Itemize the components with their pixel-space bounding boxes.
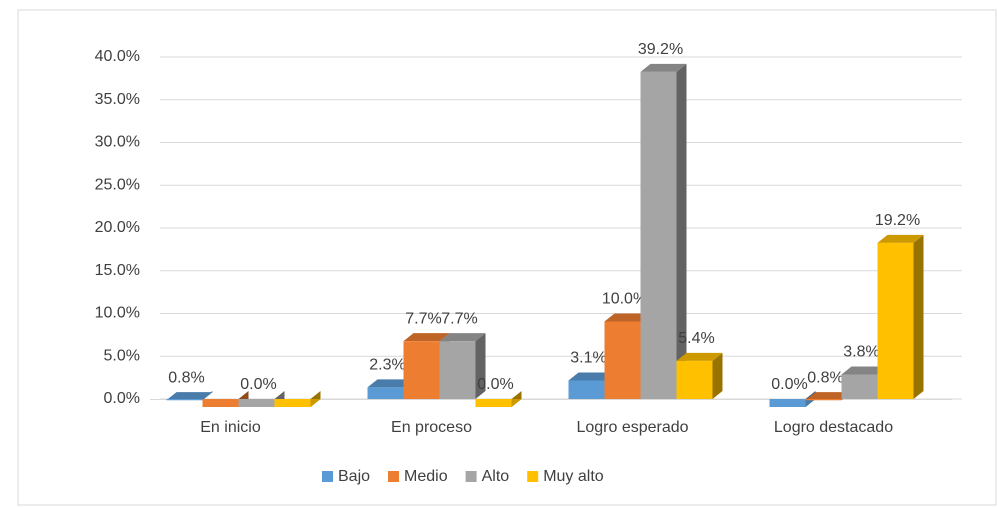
bar <box>604 321 641 399</box>
bar-top <box>367 379 414 388</box>
legend-swatch <box>322 471 333 482</box>
data-label: 10.0% <box>602 291 647 308</box>
bar <box>475 399 512 407</box>
x-tick-label: Logro esperado <box>576 419 688 436</box>
bar <box>238 399 275 407</box>
data-label: 0.8% <box>168 369 204 386</box>
bar-top <box>568 372 615 381</box>
bar <box>367 387 404 399</box>
bar <box>805 399 842 401</box>
y-tick-label: 15.0% <box>95 262 140 279</box>
x-tick-label: En inicio <box>200 419 261 436</box>
y-tick-label: 35.0% <box>95 91 140 108</box>
bar-top <box>604 313 651 322</box>
bar-top <box>676 352 723 361</box>
bar-side <box>676 63 687 400</box>
data-label: 0.0% <box>240 376 276 393</box>
bar-top <box>877 234 924 243</box>
y-tick-label: 10.0% <box>95 305 140 322</box>
data-label: 2.3% <box>369 357 405 374</box>
bar-side <box>712 352 723 399</box>
bar <box>403 341 440 399</box>
y-tick-label: 25.0% <box>95 176 140 193</box>
data-label: 0.0% <box>771 376 807 393</box>
bar <box>568 380 605 399</box>
bar-top <box>841 366 888 375</box>
legend-swatch <box>527 471 539 482</box>
bar-top <box>166 392 213 401</box>
x-tick-label: En proceso <box>391 419 472 436</box>
bar-side <box>913 234 924 399</box>
data-label: 3.1% <box>570 350 606 367</box>
legend-swatch <box>465 471 477 482</box>
legend-label: Medio <box>404 468 448 485</box>
bar-top <box>403 333 450 342</box>
bar <box>676 360 713 399</box>
y-tick-label: 40.0% <box>95 48 140 65</box>
legend-label: Muy alto <box>543 468 604 485</box>
data-label: 5.4% <box>678 330 714 347</box>
legend-label: Bajo <box>338 468 370 485</box>
data-label: 7.7% <box>405 310 441 327</box>
bar <box>877 242 914 399</box>
legend-swatch <box>388 471 400 482</box>
bar-top <box>805 392 852 401</box>
data-label: 0.0% <box>477 376 513 393</box>
bar <box>439 341 476 399</box>
bar <box>640 71 677 399</box>
bar <box>274 399 311 407</box>
bar-side <box>475 333 486 399</box>
x-tick-label: Logro destacado <box>774 419 893 436</box>
bar-top <box>640 63 687 72</box>
y-tick-label: 30.0% <box>95 134 140 151</box>
data-label: 3.8% <box>843 344 879 361</box>
chart-frame <box>17 9 997 506</box>
legend-label: Alto <box>482 468 510 485</box>
bar <box>202 399 239 407</box>
data-label: 7.7% <box>441 310 477 327</box>
bar <box>841 374 878 399</box>
bar <box>769 399 806 407</box>
y-tick-label: 5.0% <box>104 347 140 364</box>
data-label: 0.8% <box>807 369 843 386</box>
data-label: 19.2% <box>875 212 920 229</box>
data-label: 39.2% <box>638 41 683 58</box>
bar-top <box>439 333 486 342</box>
y-tick-label: 0.0% <box>104 390 140 407</box>
bar <box>166 399 203 401</box>
y-tick-label: 20.0% <box>95 219 140 236</box>
